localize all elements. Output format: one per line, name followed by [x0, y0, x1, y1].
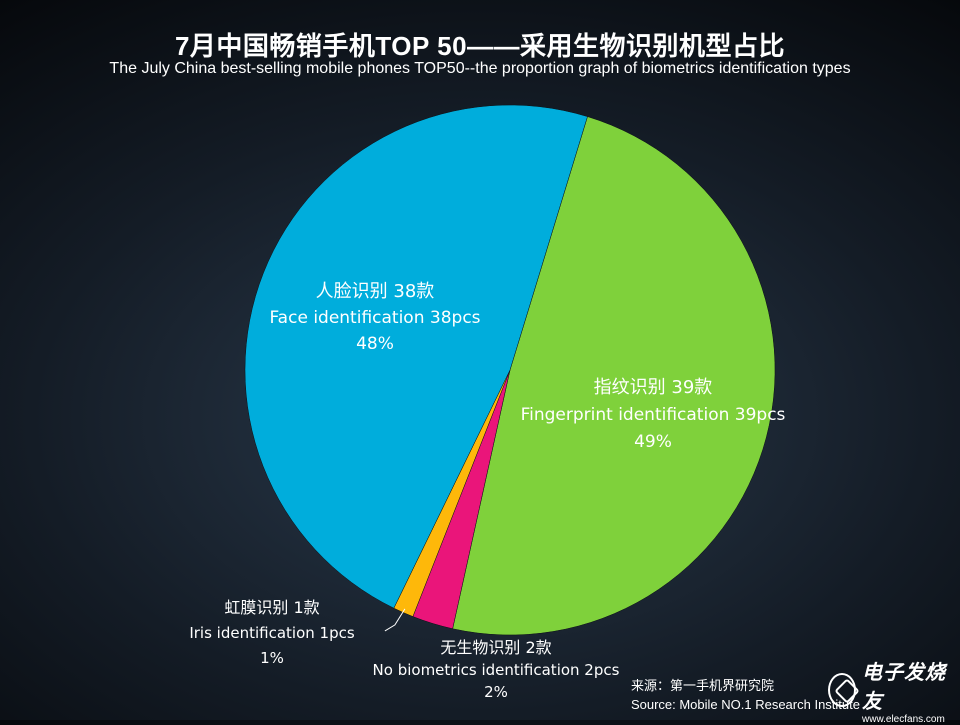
slice-label-1-label-cn: 无生物识别 2款 — [440, 638, 551, 657]
slice-label-3-label-en: Face identification 38pcs — [269, 308, 480, 328]
source-en: Source: Mobile NO.1 Research Institute — [630, 697, 860, 712]
slice-label-0-label-en: Fingerprint identification 39pcs — [521, 405, 786, 425]
watermark-text: 电子发烧友 www.elecfans.com — [862, 656, 946, 725]
watermark-url: www.elecfans.com — [862, 713, 945, 725]
watermark-logo: 电子发烧友 www.elecfans.com — [828, 662, 946, 725]
pie-slice-3 — [244, 104, 588, 609]
slice-label-2-label-cn: 虹膜识别 1款 — [224, 598, 319, 617]
source-note: 来源：第一手机界研究院 Source: Mobile NO.1 Research… — [631, 676, 860, 714]
source-cn: 来源：第一手机界研究院 — [630, 678, 774, 693]
elecfans-logo-icon — [828, 673, 856, 707]
leader-line-iris — [384, 608, 406, 632]
chart-title: 7月中国畅销手机TOP 50——采用生物识别机型占比 — [174, 31, 786, 61]
slice-label-2-percent: 1% — [260, 649, 284, 667]
slice-label-2-label-en: Iris identification 1pcs — [189, 624, 355, 642]
slice-label-3-label-cn: 人脸识别 38款 — [316, 281, 435, 302]
slice-label-1-label-en: No biometrics identification 2pcs — [373, 661, 620, 679]
slice-label-0-percent: 49% — [634, 432, 672, 452]
slice-label-3-percent: 48% — [356, 334, 394, 354]
slice-label-1-percent: 2% — [484, 683, 508, 701]
slice-label-0-label-cn: 指纹识别 39款 — [594, 377, 713, 398]
chart-subtitle: The July China best-selling mobile phone… — [109, 60, 851, 77]
pie-slice-0 — [452, 116, 776, 636]
watermark-cn: 电子发烧友 — [862, 661, 946, 713]
